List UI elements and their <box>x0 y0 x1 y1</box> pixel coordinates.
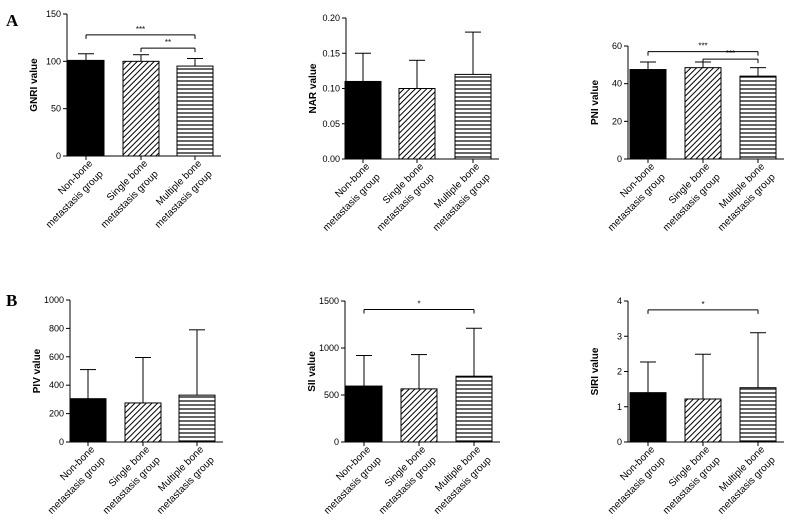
category-label: Multiple bonemetastasis group <box>421 444 494 517</box>
y-tick-label: 0 <box>617 154 622 164</box>
bar-1 <box>67 59 105 157</box>
y-axis-label: PNI value <box>590 80 601 125</box>
category-label: Non-bonemetastasis group <box>310 161 383 234</box>
chart-3: 0 20 40 60 PNI value Non-bonemetastasis group… <box>590 41 784 234</box>
bar-3 <box>739 75 777 160</box>
y-axis-label: PIV value <box>32 348 43 393</box>
significance-label: *** <box>698 42 707 51</box>
bar-2 <box>684 67 722 160</box>
y-tick-label: 0 <box>59 437 64 447</box>
bar-2 <box>124 402 162 443</box>
category-label: Single bonemetastasis group <box>650 161 723 234</box>
category-label: Single bonemetastasis group <box>650 444 723 517</box>
y-tick-label: 1 <box>617 402 622 412</box>
bar-2 <box>122 60 160 157</box>
bar-3 <box>178 394 216 443</box>
y-tick-label: 1000 <box>44 295 64 305</box>
y-tick-label: 0.20 <box>322 13 340 23</box>
category-label: Non-bonemetastasis group <box>311 444 384 517</box>
y-tick-label: 0.15 <box>322 48 340 58</box>
y-tick-label: 40 <box>612 79 622 89</box>
category-label: Multiple bonemetastasis group <box>420 161 493 234</box>
y-tick-label: 100 <box>46 56 61 66</box>
chart-4: 0 200 400 600 800 1000 PIV value Non-bonemetast… <box>32 295 223 517</box>
chart-2: 0.00 0.05 0.10 0.15 0.20 NAR value Non-bonemet… <box>308 13 499 234</box>
y-tick-label: 60 <box>612 41 622 51</box>
y-tick-label: 20 <box>612 116 622 126</box>
y-tick-label: 0.10 <box>322 84 340 94</box>
chart-6: 0 1 2 3 4 SIRI value Non-bonemetastasis group S… <box>590 296 784 517</box>
category-label: Multiple bonemetastasis group <box>705 161 778 234</box>
bar-1 <box>69 398 107 443</box>
bar-1 <box>345 385 383 443</box>
y-tick-label: 0 <box>56 151 61 161</box>
y-tick-label: 0 <box>617 437 622 447</box>
bar-3 <box>454 73 492 160</box>
significance-label: * <box>701 300 704 309</box>
chart-1: 0 50 100 150 GNRI value Non-bonemetastasis gr… <box>29 9 221 231</box>
y-tick-label: 4 <box>617 296 622 306</box>
category-label: Single bonemetastasis group <box>88 158 161 231</box>
y-tick-label: 2 <box>617 367 622 377</box>
category-label: Non-bonemetastasis group <box>595 444 668 517</box>
y-tick-label: 200 <box>49 409 64 419</box>
significance-label: *** <box>726 49 735 58</box>
y-tick-label: 50 <box>51 104 61 114</box>
bar-1 <box>629 69 667 160</box>
category-label: Non-bonemetastasis group <box>595 161 668 234</box>
significance-label: *** <box>136 25 145 34</box>
y-axis-label: NAR value <box>308 63 319 113</box>
category-label: Single bonemetastasis group <box>90 444 163 517</box>
y-tick-label: 0 <box>334 437 339 447</box>
bar-3 <box>455 375 493 443</box>
y-tick-label: 1000 <box>319 343 339 353</box>
y-tick-label: 3 <box>617 331 622 341</box>
significance-label: * <box>417 299 420 308</box>
significance-label: ** <box>165 38 171 47</box>
y-tick-label: 150 <box>46 9 61 19</box>
bar-3 <box>739 387 777 443</box>
bar-3 <box>176 65 214 157</box>
category-label: Non-bonemetastasis group <box>35 444 108 517</box>
category-label: Single bonemetastasis group <box>364 161 437 234</box>
category-label: Multiple bonemetastasis group <box>144 444 217 517</box>
y-tick-label: 0.00 <box>322 154 340 164</box>
y-tick-label: 400 <box>49 380 64 390</box>
category-label: Single bonemetastasis group <box>366 444 439 517</box>
bar-2 <box>400 388 438 443</box>
panel-label-b: B <box>6 291 17 310</box>
y-axis-label: SIRI value <box>590 347 601 395</box>
y-tick-label: 1500 <box>319 296 339 306</box>
bar-1 <box>344 80 382 160</box>
bar-2 <box>398 88 436 160</box>
category-label: Multiple bonemetastasis group <box>705 444 778 517</box>
panel-label-a: A <box>6 11 19 30</box>
y-tick-label: 600 <box>49 352 64 362</box>
chart-5: 0 500 1000 1500 SII value Non-bonemetastasis … <box>307 296 500 517</box>
y-tick-label: 800 <box>49 323 64 333</box>
bar-2 <box>684 398 722 443</box>
category-label: Non-bonemetastasis group <box>33 158 106 231</box>
bar-1 <box>629 392 667 443</box>
y-axis-label: GNRI value <box>29 58 40 112</box>
y-tick-label: 500 <box>324 390 339 400</box>
y-tick-label: 0.05 <box>322 119 340 129</box>
y-axis-label: SII value <box>307 351 318 392</box>
category-label: Multiple bonemetastasis group <box>142 158 215 231</box>
